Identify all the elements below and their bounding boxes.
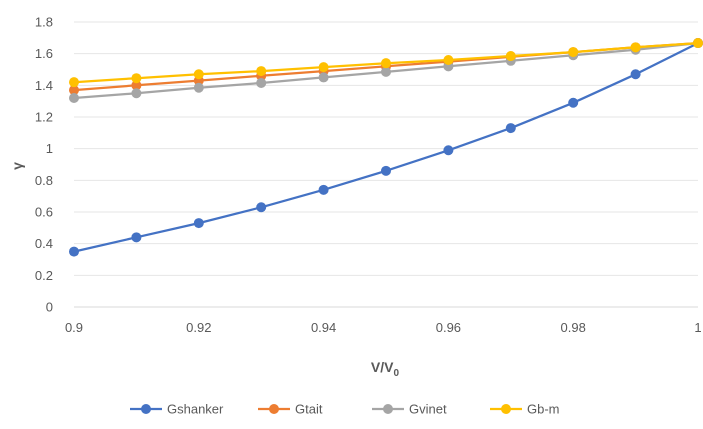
data-point xyxy=(505,51,516,62)
y-tick-label: 1.6 xyxy=(35,46,53,61)
series-gb-m xyxy=(69,38,703,88)
x-tick-label: 0.9 xyxy=(65,320,83,335)
data-point xyxy=(381,165,391,176)
x-tick-label: 0.92 xyxy=(186,320,211,335)
legend-marker xyxy=(383,404,393,414)
data-point xyxy=(630,69,641,80)
data-point xyxy=(256,202,267,213)
x-axis-title-main: V/V xyxy=(371,359,394,375)
legend-marker xyxy=(141,404,151,414)
data-point xyxy=(131,88,142,99)
data-point xyxy=(568,97,579,108)
legend-marker xyxy=(501,404,511,414)
legend: Gshanker Gtait Gvinet Gb-m xyxy=(130,402,560,417)
legend-label: Gvinet xyxy=(409,402,447,417)
data-point xyxy=(381,66,391,77)
data-point xyxy=(193,69,204,80)
data-point xyxy=(131,232,142,243)
y-tick-label: 0.2 xyxy=(35,268,53,283)
data-point xyxy=(693,38,703,49)
y-tick-label: 1.2 xyxy=(35,110,53,125)
legend-label: Gb-m xyxy=(527,402,560,417)
y-tick-label: 1.4 xyxy=(35,78,53,93)
gridlines xyxy=(74,21,698,308)
legend-item: Gshanker xyxy=(130,402,224,417)
x-axis-ticks: 0.9 0.92 0.94 0.96 0.98 1 xyxy=(65,320,702,335)
data-point xyxy=(69,93,79,103)
legend-label: Gshanker xyxy=(167,402,224,417)
legend-item: Gb-m xyxy=(490,402,560,417)
data-point xyxy=(630,42,641,53)
x-axis-title-subscript: 0 xyxy=(394,368,400,379)
series-gvinet xyxy=(69,38,703,103)
data-point xyxy=(568,47,579,58)
data-point xyxy=(69,246,79,257)
x-axis-title: V/V0 xyxy=(371,359,400,379)
data-point xyxy=(443,145,454,156)
data-point xyxy=(131,73,142,84)
data-point xyxy=(318,62,329,73)
y-tick-label: 1 xyxy=(46,141,53,156)
legend-marker xyxy=(269,404,279,414)
legend-item: Gtait xyxy=(258,402,323,417)
data-point xyxy=(69,85,79,96)
series-gshanker xyxy=(69,38,703,257)
legend-item: Gvinet xyxy=(372,402,447,417)
y-tick-label: 0 xyxy=(46,300,53,315)
data-point xyxy=(193,218,204,229)
x-tick-label: 0.96 xyxy=(436,320,461,335)
legend-label: Gtait xyxy=(295,402,323,417)
data-point xyxy=(193,82,204,93)
x-tick-label: 1 xyxy=(694,320,701,335)
data-point xyxy=(381,58,391,69)
data-point xyxy=(318,72,329,83)
y-tick-label: 0.4 xyxy=(35,236,53,251)
data-point xyxy=(505,123,516,134)
data-point xyxy=(131,80,142,91)
y-axis-title: γ xyxy=(9,162,25,170)
x-tick-label: 0.94 xyxy=(311,320,336,335)
data-point xyxy=(69,77,79,88)
y-axis-ticks: 0 0.2 0.4 0.6 0.8 1 1.2 1.4 1.6 1.8 xyxy=(35,15,53,315)
y-tick-label: 0.6 xyxy=(35,205,53,220)
data-point xyxy=(256,77,267,88)
x-tick-label: 0.98 xyxy=(561,320,586,335)
series-layer xyxy=(69,38,703,257)
y-tick-label: 1.8 xyxy=(35,15,53,30)
y-tick-label: 0.8 xyxy=(35,173,53,188)
data-point xyxy=(443,55,454,65)
data-point xyxy=(256,66,267,77)
data-point xyxy=(318,184,329,195)
